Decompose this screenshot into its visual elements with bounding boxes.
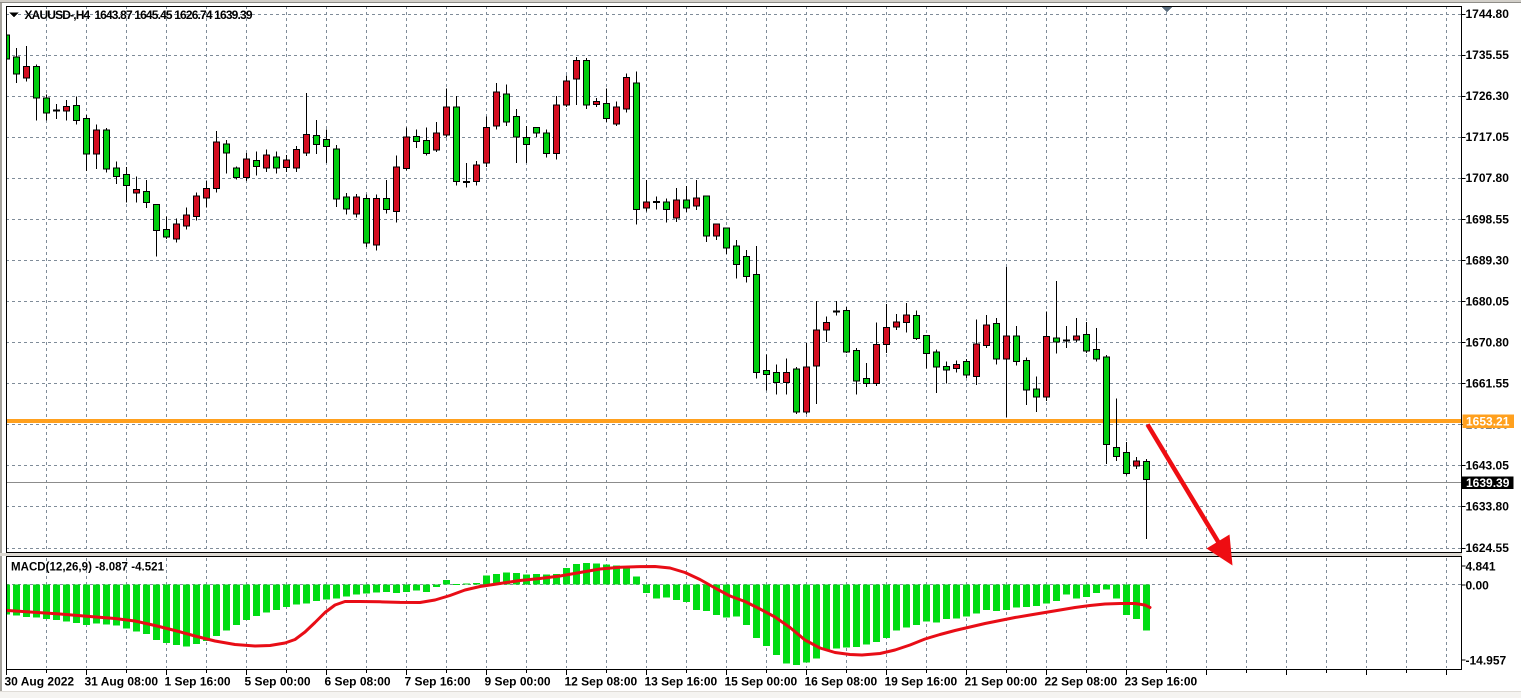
svg-text:1643.05: 1643.05 xyxy=(1466,459,1510,473)
svg-text:12 Sep 08:00: 12 Sep 08:00 xyxy=(565,675,638,689)
svg-text:1633.80: 1633.80 xyxy=(1466,500,1510,514)
svg-text:22 Sep 08:00: 22 Sep 08:00 xyxy=(1045,675,1118,689)
svg-text:1707.80: 1707.80 xyxy=(1466,171,1510,185)
svg-text:1670.80: 1670.80 xyxy=(1466,335,1510,349)
svg-text:1680.05: 1680.05 xyxy=(1466,294,1510,308)
svg-text:1717.05: 1717.05 xyxy=(1466,130,1510,144)
svg-text:0.00: 0.00 xyxy=(1466,578,1490,592)
svg-text:13 Sep 16:00: 13 Sep 16:00 xyxy=(645,675,718,689)
svg-text:4.841: 4.841 xyxy=(1466,559,1496,573)
svg-text:5 Sep 00:00: 5 Sep 00:00 xyxy=(245,675,311,689)
svg-text:1726.30: 1726.30 xyxy=(1466,89,1510,103)
svg-text:1698.55: 1698.55 xyxy=(1466,212,1510,226)
svg-text:16 Sep 08:00: 16 Sep 08:00 xyxy=(805,675,878,689)
svg-text:1653.21: 1653.21 xyxy=(1466,414,1510,428)
svg-text:23 Sep 16:00: 23 Sep 16:00 xyxy=(1125,675,1198,689)
svg-text:1744.80: 1744.80 xyxy=(1466,7,1510,21)
svg-text:1 Sep 16:00: 1 Sep 16:00 xyxy=(165,675,231,689)
svg-text:1639.39: 1639.39 xyxy=(1466,476,1510,490)
svg-text:31 Aug 08:00: 31 Aug 08:00 xyxy=(85,675,159,689)
svg-text:1624.55: 1624.55 xyxy=(1466,541,1510,555)
svg-text:30 Aug 2022: 30 Aug 2022 xyxy=(5,675,75,689)
svg-text:15 Sep 00:00: 15 Sep 00:00 xyxy=(725,675,798,689)
svg-text:1689.30: 1689.30 xyxy=(1466,253,1510,267)
svg-text:1735.55: 1735.55 xyxy=(1466,48,1510,62)
svg-text:-14.957: -14.957 xyxy=(1466,653,1507,667)
svg-text:7 Sep 16:00: 7 Sep 16:00 xyxy=(405,675,471,689)
svg-text:MACD(12,26,9) -8.087 -4.521: MACD(12,26,9) -8.087 -4.521 xyxy=(11,562,165,574)
svg-text:21 Sep 00:00: 21 Sep 00:00 xyxy=(965,675,1038,689)
svg-text:9 Sep 00:00: 9 Sep 00:00 xyxy=(485,675,551,689)
svg-text:6 Sep 08:00: 6 Sep 08:00 xyxy=(325,675,391,689)
svg-text:XAUUSD-,H4 1643.87 1645.45 16: XAUUSD-,H4 1643.87 1645.45 1626.74 1639.… xyxy=(25,8,253,22)
svg-text:1661.55: 1661.55 xyxy=(1466,377,1510,391)
svg-text:19 Sep 16:00: 19 Sep 16:00 xyxy=(885,675,958,689)
